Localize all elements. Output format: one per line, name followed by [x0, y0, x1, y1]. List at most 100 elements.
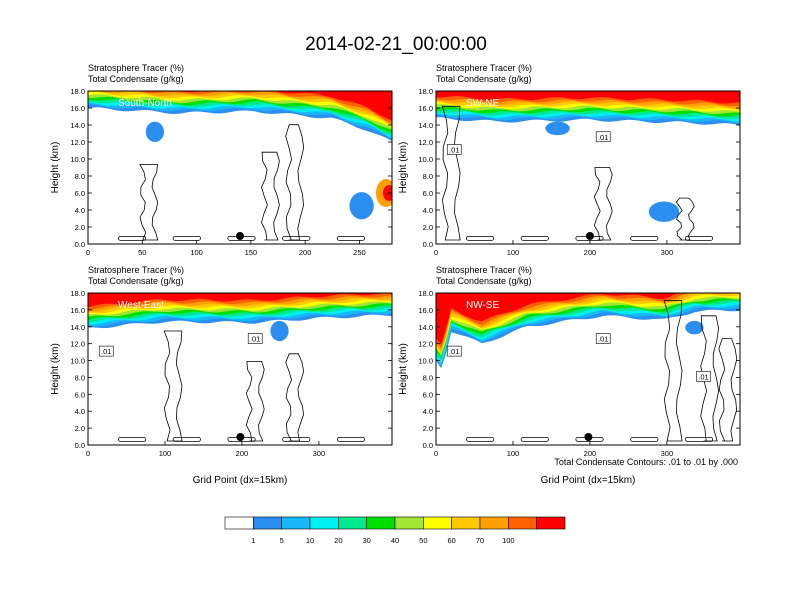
low-cloud-contour-1 [520, 436, 549, 442]
contour-label-box-1 [595, 333, 611, 344]
plot-frame [435, 292, 741, 446]
tracer-layer-10 [88, 91, 392, 121]
y-tick-label-1: 2.0 [423, 223, 433, 232]
tracer-layer-10 [88, 293, 392, 308]
low-cloud-contour-3 [630, 436, 659, 442]
panel-west-east: .01 .01 0.0 2.0 4.0 6.0 8.0 10.0 12.0 14.0 16.0 18.… [50, 265, 393, 486]
cloud-contour-2 [675, 197, 695, 241]
contour-label-box-0 [98, 345, 114, 357]
y-tick-label-0: 0.0 [75, 441, 85, 450]
y-tick-label-8: 16.0 [70, 306, 85, 315]
x-tick-label-2: 100 [190, 248, 203, 257]
tracer-pocket-0 [270, 320, 289, 342]
condensate-contours [118, 124, 366, 241]
condensate-contours [465, 300, 738, 442]
contour-label-0: .01 [449, 347, 459, 356]
x-tick-label-4: 200 [299, 248, 312, 257]
cloud-contour-2 [718, 338, 738, 442]
y-tick-label-4: 8.0 [75, 172, 85, 181]
y-tick-label-2: 4.0 [75, 206, 85, 215]
y-tick-label-8: 16.0 [418, 306, 433, 315]
y-tick-label-9: 18.0 [418, 289, 433, 298]
low-cloud-contour-4 [336, 436, 366, 442]
y-tick-label-6: 12.0 [418, 340, 433, 349]
y-tick-label-3: 6.0 [75, 390, 85, 399]
y-axis-label: Height (km) [50, 142, 61, 194]
x-tick-label-1: 100 [159, 449, 172, 458]
y-tick-label-1: 2.0 [75, 424, 85, 433]
y-tick-label-5: 10.0 [418, 357, 433, 366]
region-label: NW-SE [466, 300, 499, 311]
contour-label-box-1 [595, 131, 611, 143]
y-tick-label-6: 12.0 [70, 340, 85, 349]
contour-label-0: .01 [101, 347, 111, 356]
x-axis-label: Grid Point (dx=15km) [193, 475, 288, 486]
cloud-contour-0 [139, 164, 159, 241]
low-cloud-contour-1 [520, 235, 549, 241]
x-tick-label-2: 200 [584, 449, 597, 458]
contour-label-box-0 [446, 144, 462, 155]
x-tick-label-1: 100 [507, 248, 520, 257]
colorbar-label-2: 10 [306, 536, 314, 545]
y-tick-label-4: 8.0 [75, 373, 85, 382]
x-tick-label-2: 200 [236, 449, 249, 458]
y-tick-label-6: 12.0 [418, 138, 433, 147]
colorbar-label-3: 20 [334, 536, 342, 545]
y-axis-label: Height (km) [398, 343, 409, 395]
tracer-layer-7 [88, 91, 392, 127]
y-tick-label-0: 0.0 [423, 441, 433, 450]
low-cloud-contour-1 [172, 436, 201, 442]
y-tick-label-3: 6.0 [423, 189, 433, 198]
colorbar-swatch-11 [536, 516, 566, 530]
colorbar-label-8: 70 [476, 536, 484, 545]
cloud-contour-1 [245, 361, 265, 442]
colorbar-swatch-1 [253, 516, 282, 530]
y-tick-label-9: 18.0 [418, 87, 433, 96]
subtitle-condensate: Total Condensate (g/kg) [436, 276, 532, 286]
contour-label-1: .01 [250, 334, 260, 343]
low-cloud-contour-3 [282, 436, 311, 442]
tracer-layer-10 [436, 91, 740, 104]
y-tick-label-7: 14.0 [418, 323, 433, 332]
y-tick-label-8: 16.0 [70, 104, 85, 113]
plot-frame [435, 90, 741, 245]
y-tick-label-3: 6.0 [423, 390, 433, 399]
cloud-contour-0 [163, 330, 183, 442]
y-tick-label-5: 10.0 [418, 155, 433, 164]
y-tick-label-7: 14.0 [418, 121, 433, 130]
condensate-contours [441, 105, 714, 241]
y-tick-label-1: 2.0 [75, 223, 85, 232]
colorbar: 1 5 10 20 30 40 50 60 70 100 [224, 516, 566, 545]
x-tick-label-3: 150 [245, 248, 258, 257]
location-marker [236, 433, 245, 441]
tracer-intrusion-core [383, 185, 392, 201]
tracer-pocket-0 [648, 201, 680, 222]
contour-label-box-0 [446, 345, 462, 357]
y-axis-label: Height (km) [398, 142, 409, 194]
y-tick-label-2: 4.0 [423, 206, 433, 215]
y-tick-label-9: 18.0 [70, 87, 85, 96]
low-cloud-contour-4 [336, 235, 366, 241]
contour-label-0: .01 [449, 146, 459, 155]
colorbar-label-9: 100 [502, 536, 515, 545]
y-tick-label-5: 10.0 [70, 155, 85, 164]
y-tick-label-0: 0.0 [75, 240, 85, 249]
y-tick-label-0: 0.0 [423, 240, 433, 249]
colorbar-swatch-10 [508, 516, 537, 530]
location-marker [236, 232, 244, 240]
region-label: SW-NE [466, 98, 499, 109]
low-cloud-contour-0 [118, 436, 147, 442]
y-tick-label-4: 8.0 [423, 373, 433, 382]
tracer-pocket-1 [349, 192, 374, 220]
low-cloud-contour-0 [465, 436, 495, 442]
x-tick-label-1: 50 [138, 248, 146, 257]
tracer-shading [88, 293, 392, 342]
subtitle-tracer: Stratosphere Tracer (%) [436, 265, 532, 275]
colorbar-swatch-8 [451, 516, 481, 530]
panel-south-north: 0.0 2.0 4.0 6.0 8.0 10.0 12.0 14.0 16.0 18.0 0 50 10… [50, 63, 393, 257]
x-tick-label-0: 0 [86, 449, 90, 458]
subtitle-condensate: Total Condensate (g/kg) [88, 276, 184, 286]
colorbar-label-1: 5 [280, 536, 284, 545]
colorbar-label-5: 40 [391, 536, 399, 545]
